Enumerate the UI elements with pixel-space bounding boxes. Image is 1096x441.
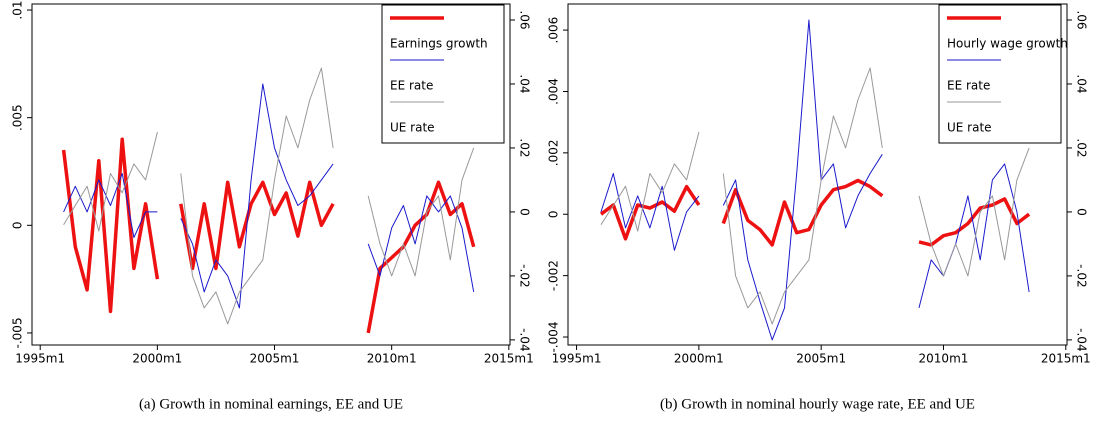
- y-tick-label: .002: [547, 140, 561, 167]
- legend-box: [938, 4, 1062, 144]
- y2-tick-label: 0: [518, 208, 532, 216]
- caption: (b) Growth in nominal hourly wage rate, …: [660, 396, 975, 412]
- y2-tick-label: -.02: [518, 264, 532, 287]
- x-tick-label: 2010m1: [367, 352, 417, 366]
- y2-tick-label: 0: [1075, 208, 1089, 216]
- legend-label: EE rate: [947, 79, 990, 93]
- legend-label: UE rate: [947, 121, 992, 135]
- x-tick-label: 2010m1: [919, 352, 969, 366]
- y-tick-label: .006: [547, 17, 561, 44]
- y-tick-label: .004: [547, 78, 561, 105]
- x-tick-label: 2015m1: [1041, 352, 1091, 366]
- y-tick-label: -.005: [11, 317, 25, 348]
- plot-frame: [567, 3, 1068, 346]
- y2-tick-label: -.04: [518, 328, 532, 351]
- x-tick-label: 2000m1: [132, 352, 182, 366]
- y-tick-label: -.002: [547, 260, 561, 291]
- y2-tick-label: .04: [1075, 74, 1089, 93]
- y2-tick-label: -.02: [1075, 264, 1089, 287]
- series-line: [63, 83, 475, 309]
- series-line: [63, 67, 475, 325]
- legend-label: Hourly wage growth: [947, 37, 1068, 51]
- x-tick-label: 2005m1: [250, 352, 300, 366]
- legend-label: UE rate: [390, 121, 435, 135]
- y-tick-label: 0: [547, 210, 561, 218]
- y-tick-label: .005: [11, 104, 25, 131]
- legend-label: EE rate: [390, 79, 433, 93]
- y2-tick-label: .02: [518, 138, 532, 157]
- y-tick-label: -.004: [547, 321, 561, 352]
- y2-tick-label: .02: [1075, 138, 1089, 157]
- x-tick-label: 2005m1: [796, 352, 846, 366]
- caption: (a) Growth in nominal earnings, EE and U…: [139, 396, 403, 412]
- legend-label: Earnings growth: [390, 37, 488, 51]
- y2-tick-label: .06: [1075, 10, 1089, 29]
- series-line: [600, 19, 1030, 341]
- series-line: [61, 137, 476, 334]
- y-tick-label: 0: [11, 221, 25, 229]
- y-tick-label: .01: [11, 0, 25, 19]
- series-line: [600, 67, 1030, 325]
- y2-tick-label: .06: [518, 10, 532, 29]
- x-tick-label: 2015m1: [484, 352, 534, 366]
- y2-tick-label: .04: [518, 74, 532, 93]
- legend-box: [381, 4, 505, 144]
- plot-frame: [31, 3, 511, 346]
- series-line: [599, 178, 1031, 247]
- x-tick-label: 2000m1: [674, 352, 724, 366]
- y2-tick-label: -.04: [1075, 328, 1089, 351]
- x-tick-label: 1995m1: [552, 352, 602, 366]
- x-tick-label: 1995m1: [15, 352, 65, 366]
